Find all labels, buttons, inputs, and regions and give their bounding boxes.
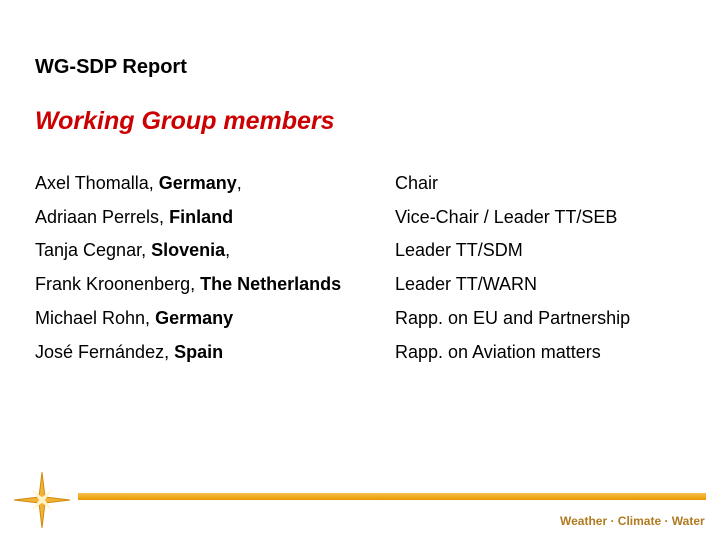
country: Germany: [158, 173, 237, 193]
member-name: Axel Thomalla, Germany,: [35, 173, 242, 194]
person-name: Tanja Cegnar,: [35, 240, 147, 261]
person-name: Axel Thomalla,: [35, 173, 154, 193]
header-title: WG-SDP Report: [35, 56, 187, 78]
slide-title: Working Group members: [35, 107, 335, 135]
member-name: Tanja Cegnar, Slovenia,: [35, 240, 230, 261]
country: Slovenia: [151, 240, 226, 261]
suffix: ,: [236, 173, 242, 193]
person-name: Michael Rohn,: [35, 307, 151, 328]
member-role: Vice-Chair / Leader TT/SEB: [395, 206, 618, 227]
member-name: Michael Rohn, Germany: [35, 308, 233, 329]
country: Germany: [155, 307, 234, 328]
country: Finland: [169, 206, 234, 227]
member-role: Rapp. on Aviation matters: [395, 341, 601, 362]
person-name: Frank Kroonenberg,: [35, 274, 196, 295]
suffix: ,: [225, 240, 231, 261]
person-name: Adriaan Perrels,: [35, 206, 165, 227]
member-name: José Fernández, Spain: [35, 342, 223, 363]
member-name: Frank Kroonenberg, The Netherlands: [35, 274, 341, 295]
country: Spain: [174, 341, 224, 362]
country: The Netherlands: [200, 274, 342, 295]
member-name: Adriaan Perrels, Finland: [35, 207, 233, 228]
member-role: Chair: [395, 173, 439, 193]
member-role: Rapp. on EU and Partnership: [395, 307, 631, 328]
person-name: José Fernández,: [35, 341, 170, 362]
member-role: Leader TT/SDM: [395, 240, 523, 261]
footer-bar: [78, 493, 706, 500]
footer-tagline: Weather · Climate · Water: [560, 514, 705, 528]
star-logo: [13, 471, 71, 529]
member-role: Leader TT/WARN: [395, 274, 538, 295]
